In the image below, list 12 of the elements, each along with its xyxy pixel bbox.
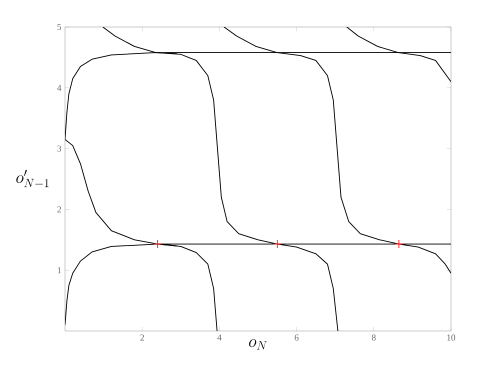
y-tick-label: 5 [57,24,62,30]
y-axis-title: $o'_{N-1}$ [16,170,49,188]
y-tick-label: 1 [58,267,61,274]
x-axis-title: $o_N$ [249,339,267,350]
x-tick-label: 10 [447,334,456,341]
y-tick-label: 4 [57,84,62,91]
x-tick-label: 4 [217,334,222,340]
y-tick-label: 2 [57,206,61,212]
x-tick-label: 8 [372,334,376,341]
x-tick-label: 6 [294,334,299,341]
y-tick-label: 3 [57,146,62,152]
x-tick-label: 2 [140,334,144,340]
